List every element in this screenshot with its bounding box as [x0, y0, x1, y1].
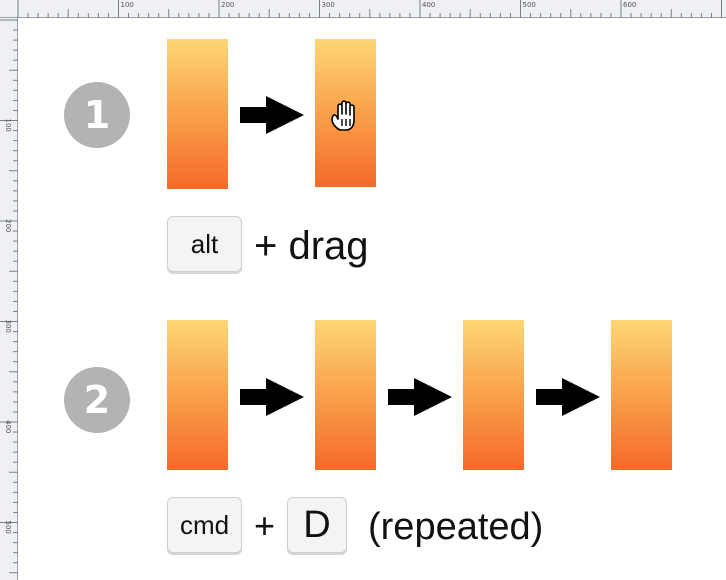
- ruler-label: 500: [523, 1, 536, 9]
- cmd-key: cmd: [167, 497, 242, 553]
- rectangle-2[interactable]: [315, 320, 376, 470]
- drag-instruction: + drag: [254, 224, 369, 268]
- source-rectangle[interactable]: [167, 39, 228, 189]
- d-key-label: D: [303, 503, 331, 546]
- plus-sign: +: [254, 505, 276, 546]
- arrow-right-icon: [240, 378, 304, 416]
- ruler-label: 500: [4, 521, 12, 534]
- alt-key: alt: [167, 216, 242, 272]
- step-1-number: 1: [83, 93, 111, 137]
- ruler-label: 400: [422, 1, 435, 9]
- ruler-label: 300: [4, 320, 12, 333]
- grab-hand-icon: [331, 100, 355, 131]
- rectangle-1[interactable]: [167, 320, 228, 470]
- arrow-right-icon: [388, 378, 452, 416]
- ruler-label: 300: [322, 1, 335, 9]
- ruler-vertical: 100 200 300 400 500: [0, 18, 18, 580]
- step-1-badge: 1: [64, 82, 130, 148]
- rectangle-3[interactable]: [463, 320, 524, 470]
- ruler-label: 600: [623, 1, 636, 9]
- ruler-label: 200: [221, 1, 234, 9]
- ruler-horizontal: 100 200 300 400 500 600: [0, 0, 726, 18]
- ruler-label: 100: [121, 1, 134, 9]
- ruler-label: 100: [4, 119, 12, 132]
- step-2-number: 2: [83, 378, 111, 422]
- step-2-badge: 2: [64, 367, 130, 433]
- rectangle-4[interactable]: [611, 320, 672, 470]
- arrow-right-icon: [536, 378, 600, 416]
- ruler-label: 200: [4, 219, 12, 232]
- ruler-label: 400: [4, 420, 12, 433]
- alt-key-label: alt: [190, 228, 219, 259]
- repeated-note: (repeated): [368, 506, 544, 548]
- cmd-key-label: cmd: [179, 509, 230, 540]
- arrow-right-icon: [240, 96, 304, 134]
- d-key: D: [287, 497, 347, 553]
